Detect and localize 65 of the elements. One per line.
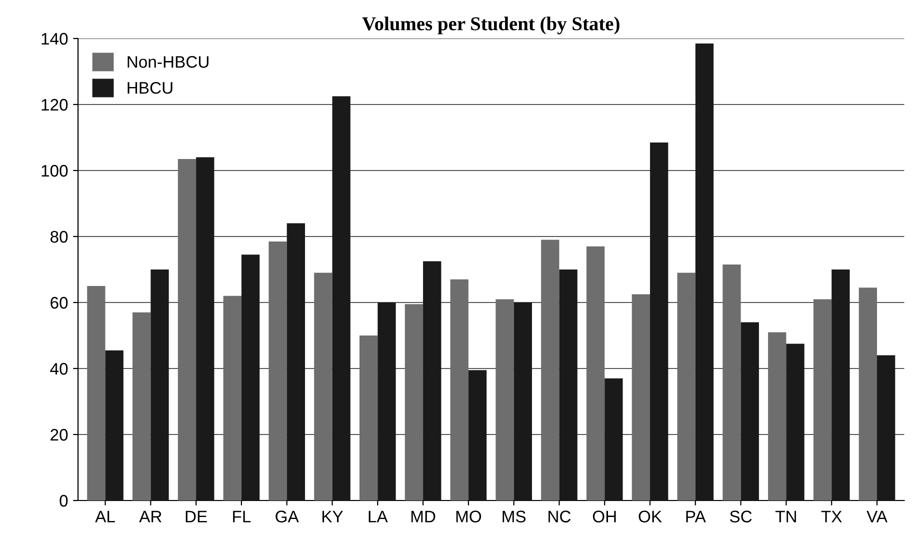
bar: [858, 288, 877, 500]
bar: [87, 286, 106, 500]
x-tick-label: MO: [456, 510, 482, 522]
bar: [105, 350, 124, 500]
y-tick-label: 60: [50, 296, 68, 309]
x-tick-label: LA: [368, 510, 388, 522]
bar: [450, 279, 468, 500]
y-tick-label: 140: [42, 32, 68, 45]
bar: [314, 272, 332, 500]
x-tick-label: DE: [186, 510, 207, 522]
x-tick-label: MD: [411, 510, 436, 522]
bar: [695, 43, 714, 500]
bar: [559, 270, 578, 500]
bar: [786, 344, 804, 500]
bar: [286, 223, 306, 500]
x-tick-label: AR: [139, 510, 162, 522]
bar: [268, 241, 287, 500]
x-tick-label: AL: [95, 510, 115, 522]
bar: [813, 299, 832, 500]
bar: [876, 355, 896, 500]
x-tick-label: GA: [276, 510, 299, 522]
x-tick-label: PA: [686, 510, 706, 522]
bar: [378, 302, 396, 500]
bar: [496, 299, 514, 500]
x-tick-label: FL: [233, 510, 251, 522]
chart-title: Volumes per Student (by State): [362, 16, 620, 34]
x-tick-label: TN: [775, 510, 796, 522]
legend-label: Non-HBCU: [128, 56, 208, 68]
bar: [423, 261, 442, 500]
x-tick-label: TX: [821, 510, 842, 522]
legend-label: HBCU: [128, 82, 172, 94]
y-tick-label: 20: [50, 428, 68, 441]
x-tick-label: MS: [502, 510, 526, 522]
x-tick-label: NC: [548, 510, 571, 522]
bar: [178, 158, 196, 500]
bar: [514, 302, 532, 500]
bar: [832, 270, 850, 500]
bar: [132, 312, 151, 500]
x-tick-label: OK: [638, 510, 662, 522]
x-tick-label: SC: [730, 510, 752, 522]
y-tick-label: 0: [60, 494, 68, 507]
bar: [241, 254, 260, 500]
bar: [586, 246, 605, 500]
bar: [768, 332, 786, 500]
bar: [332, 96, 350, 500]
x-tick-label: KY: [322, 510, 343, 522]
y-tick-label: 120: [42, 98, 68, 111]
y-tick-label: 40: [50, 362, 68, 375]
bar: [359, 336, 378, 500]
bar: [677, 272, 696, 500]
bar: [468, 370, 487, 500]
bar: [404, 304, 424, 500]
bar: [604, 378, 623, 500]
bar: [223, 296, 242, 500]
bar: [722, 264, 741, 500]
bar: [650, 142, 668, 500]
bar: [150, 270, 169, 500]
bar: [196, 157, 214, 500]
bar: [632, 294, 650, 500]
bar: [541, 240, 560, 500]
y-tick-label: 80: [50, 230, 68, 243]
x-tick-label: VA: [866, 510, 888, 522]
x-tick-label: OH: [592, 510, 616, 522]
bar: [740, 322, 759, 500]
y-tick-label: 100: [42, 164, 68, 177]
